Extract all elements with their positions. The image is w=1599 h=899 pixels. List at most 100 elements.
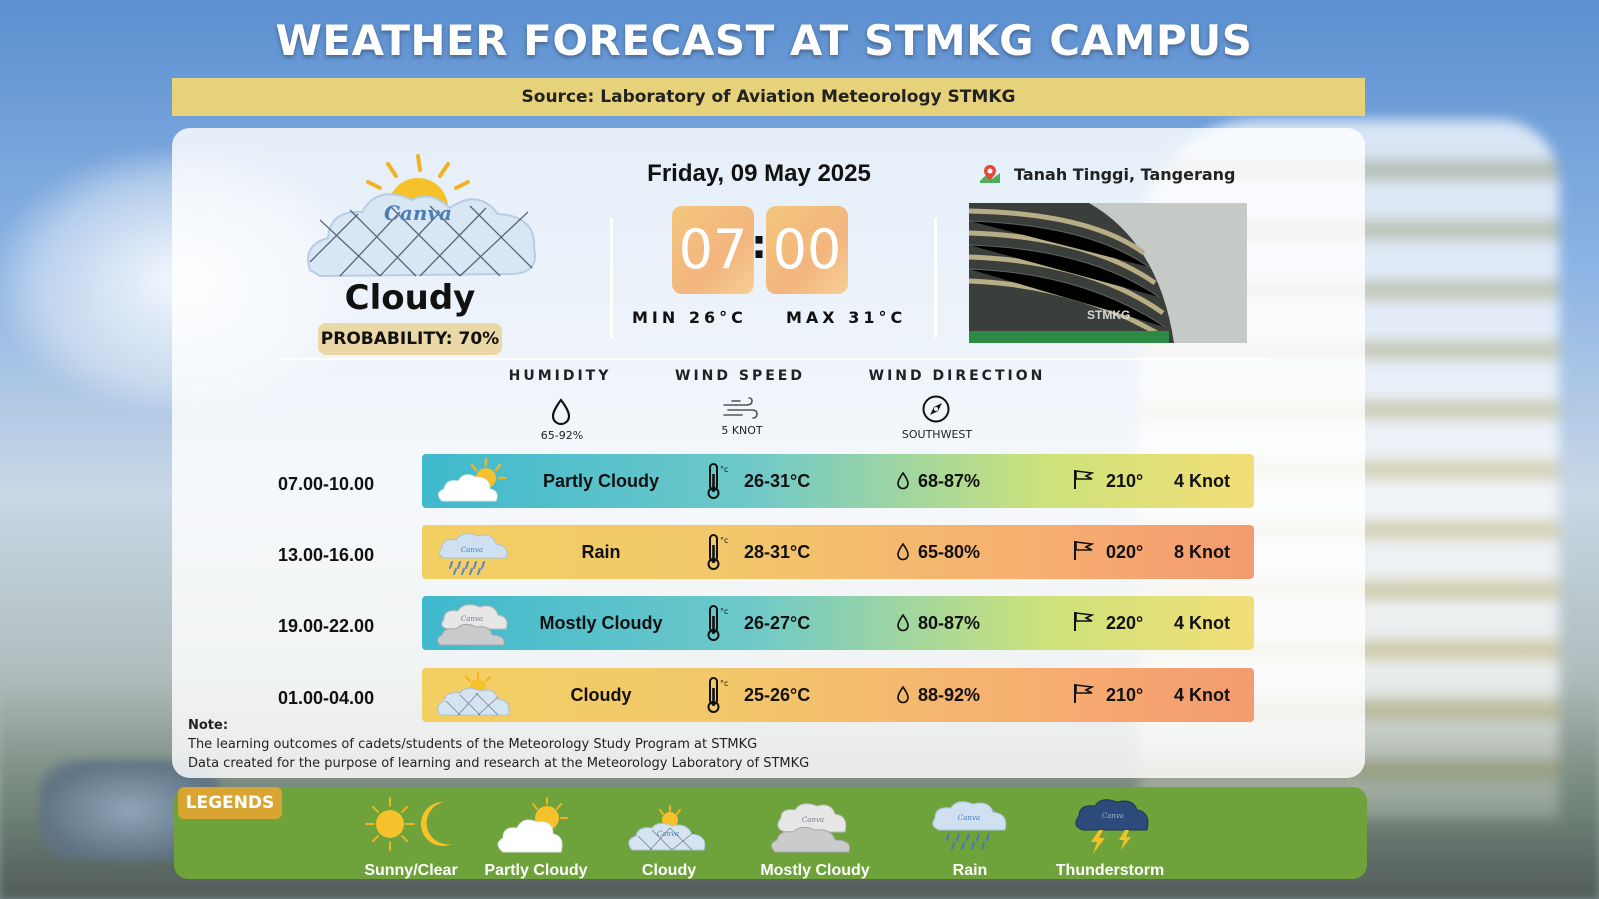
current-condition: Cloudy (344, 278, 476, 318)
cloudy-icon: Canva (307, 154, 536, 278)
row-wind-direction: 020° (1106, 542, 1144, 562)
svg-text:°c: °c (720, 465, 728, 474)
note-label: Note: (188, 718, 229, 733)
legend-item-thunderstorm: Canva Thunderstorm (1025, 796, 1195, 880)
legend-label: Thunderstorm (1055, 862, 1165, 879)
droplet-icon (897, 614, 909, 632)
svg-text:Canva: Canva (461, 546, 483, 554)
svg-text:Canva: Canva (461, 615, 483, 623)
humidity-value: 65-92% (540, 429, 584, 442)
probability-badge: PROBABILITY: 70% (318, 323, 502, 355)
thermometer-icon: °c (707, 534, 728, 570)
clock-minute: 00 (766, 206, 848, 294)
rain-icon: Canva (932, 801, 1007, 850)
svg-text:Canva: Canva (802, 816, 824, 824)
note-line: The learning outcomes of cadets/students… (188, 737, 758, 752)
clock-separator: : (751, 222, 767, 268)
wind-speed-label: WIND SPEED (675, 368, 805, 384)
sun-moon-icon (365, 797, 452, 851)
row-humidity: 80-87% (918, 613, 981, 633)
legend-label: Rain (952, 862, 988, 879)
svg-text:STMKG: STMKG (1087, 308, 1130, 322)
row-time: 07.00-10.00 (278, 474, 375, 494)
svg-text:°c: °c (720, 679, 728, 688)
wind-direction-value: SOUTHWEST (901, 428, 973, 441)
legend-label: Cloudy (641, 862, 697, 879)
legend-panel (174, 787, 1367, 879)
forecast-row: Cloudy °c 25-26°C 88-92% 210° 4 Knot (422, 668, 1254, 722)
droplet-icon (897, 472, 909, 490)
svg-text:°c: °c (720, 536, 728, 545)
row-temperature: 26-31°C (744, 471, 811, 491)
svg-text:Canva: Canva (384, 201, 452, 225)
thermometer-icon: °c (707, 677, 728, 713)
row-temperature: 25-26°C (744, 685, 811, 705)
max-temperature: MAX 31°C (786, 308, 907, 327)
row-condition: Rain (581, 542, 621, 562)
legend-item-mostly-cloudy: Canva Mostly Cloudy (730, 796, 900, 880)
mostly-cloudy-icon: Canva (771, 803, 851, 853)
humidity-label: HUMIDITY (508, 368, 612, 384)
legend-label: Mostly Cloudy (760, 862, 870, 879)
forecast-row: Canva Rain °c 28-31°C 65-80% 020° 8 Knot (422, 525, 1254, 579)
wind-flag-icon (1074, 541, 1094, 560)
legend-label: Sunny/Clear (364, 862, 458, 879)
row-time: 13.00-16.00 (278, 545, 375, 565)
divider-left (610, 218, 613, 338)
row-condition: Mostly Cloudy (539, 613, 663, 633)
legend-item-rain: Canva Rain (885, 796, 1055, 880)
row-time: 19.00-22.00 (278, 616, 375, 636)
row-humidity: 88-92% (918, 685, 981, 705)
row-humidity: 65-80% (918, 542, 981, 562)
row-wind-speed: 4 Knot (1174, 613, 1230, 633)
source-bar: Source: Laboratory of Aviation Meteorolo… (172, 78, 1365, 116)
wind-flag-icon (1074, 470, 1094, 489)
forecast-date: Friday, 09 May 2025 (647, 160, 871, 187)
clock-hour: 07 (672, 206, 754, 294)
thermometer-icon: °c (707, 605, 728, 641)
row-temperature: 28-31°C (744, 542, 811, 562)
cloudy-icon (437, 672, 510, 716)
row-wind-direction: 210° (1106, 471, 1144, 491)
compass-icon (922, 395, 950, 423)
wind-speed-value: 5 KNOT (721, 424, 763, 437)
legend-item-cloudy: Canva Cloudy (584, 796, 754, 880)
divider-right (934, 218, 937, 338)
droplet-icon (897, 543, 909, 561)
svg-text:Canva: Canva (657, 830, 679, 838)
row-wind-direction: 210° (1106, 685, 1144, 705)
row-temperature: 26-27°C (744, 613, 811, 633)
note: Note: The learning outcomes of cadets/st… (188, 716, 809, 773)
wind-flag-icon (1074, 684, 1094, 703)
thunderstorm-icon: Canva (1075, 799, 1149, 854)
row-humidity: 68-87% (918, 471, 981, 491)
cloudy-icon: Canva (628, 805, 706, 851)
map-pin-icon (980, 165, 1000, 183)
min-temperature: MIN 26°C (632, 308, 747, 327)
partly-cloudy-icon (497, 797, 568, 853)
droplet-icon (551, 398, 571, 426)
row-wind-direction: 220° (1106, 613, 1144, 633)
row-condition: Cloudy (570, 685, 632, 705)
campus-photo: STMKG (969, 203, 1247, 343)
location-label: Tanah Tinggi, Tangerang (1014, 164, 1236, 184)
section-divider (278, 358, 1270, 360)
page-title: WEATHER FORECAST AT STMKG CAMPUS (275, 16, 1253, 65)
svg-text:Canva: Canva (1102, 812, 1124, 820)
location: Tanah Tinggi, Tangerang (978, 160, 1236, 188)
svg-text:°c: °c (720, 607, 728, 616)
thermometer-icon: °c (707, 463, 728, 499)
note-line: Data created for the purpose of learning… (188, 756, 810, 771)
mostly-cloudy-icon: Canva (436, 604, 508, 646)
forecast-row: Canva Mostly Cloudy °c 26-27°C 80-87% 22… (422, 596, 1254, 650)
rain-icon: Canva (438, 533, 508, 575)
wind-flag-icon (1074, 612, 1094, 631)
forecast-row: Partly Cloudy °c 26-31°C 68-87% 210° 4 K… (422, 454, 1254, 508)
legend-item-sunny: Sunny/Clear (326, 796, 496, 880)
legend-item-partly-cloudy: Partly Cloudy (451, 796, 621, 880)
legend-badge: LEGENDS (178, 787, 282, 819)
wind-direction-label: WIND DIRECTION (868, 368, 1046, 384)
wind-icon (723, 397, 758, 419)
svg-text:Canva: Canva (958, 814, 980, 822)
legend-label: Partly Cloudy (484, 862, 588, 879)
